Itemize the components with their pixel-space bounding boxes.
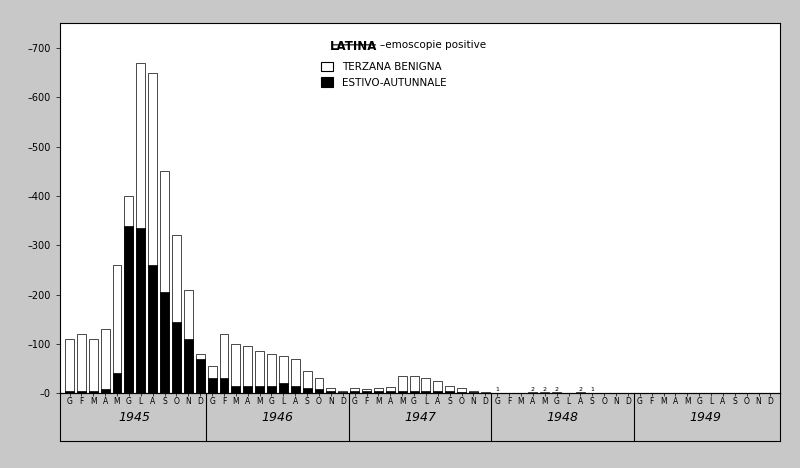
Bar [184, 290, 193, 393]
Bar [231, 386, 240, 393]
Text: LATINA: LATINA [330, 40, 378, 53]
Bar [65, 391, 74, 393]
Bar [362, 389, 371, 393]
Bar [125, 226, 134, 393]
Bar [529, 392, 538, 393]
Bar [267, 386, 276, 393]
Bar [302, 388, 311, 393]
Bar [446, 391, 454, 393]
Text: 1946: 1946 [262, 410, 294, 424]
Bar [172, 235, 181, 393]
Bar [290, 386, 300, 393]
Bar [184, 339, 193, 393]
Bar [386, 387, 394, 393]
Bar [350, 391, 359, 393]
Text: 2: 2 [578, 387, 582, 392]
Bar [398, 391, 406, 393]
Bar [279, 356, 288, 393]
Bar [374, 391, 383, 393]
Bar [89, 339, 98, 393]
Text: 2: 2 [542, 387, 546, 392]
Bar [398, 376, 406, 393]
Bar [469, 391, 478, 393]
Bar [219, 334, 229, 393]
Bar [89, 391, 98, 393]
Bar [422, 378, 430, 393]
Bar [434, 381, 442, 393]
Text: 1948: 1948 [546, 410, 578, 424]
Bar [290, 358, 300, 393]
Bar [101, 389, 110, 393]
Bar [386, 391, 394, 393]
Bar [410, 376, 418, 393]
Bar [374, 388, 383, 393]
Bar [125, 196, 134, 393]
Bar [267, 354, 276, 393]
Bar [457, 392, 466, 393]
Bar [446, 386, 454, 393]
Bar [302, 371, 311, 393]
Text: –emoscopie positive: –emoscopie positive [381, 40, 486, 50]
Bar [362, 391, 371, 393]
Bar [77, 391, 86, 393]
Bar [77, 334, 86, 393]
Text: 1949: 1949 [689, 410, 721, 424]
Bar [148, 265, 157, 393]
Bar [160, 292, 169, 393]
Bar [101, 329, 110, 393]
Bar [326, 391, 335, 393]
Bar [208, 378, 217, 393]
Bar [314, 378, 323, 393]
Text: 2: 2 [554, 387, 558, 392]
Bar [196, 354, 205, 393]
Bar [255, 351, 264, 393]
Bar [422, 391, 430, 393]
Bar [196, 358, 205, 393]
Bar [338, 391, 347, 393]
Bar [279, 383, 288, 393]
Bar [255, 386, 264, 393]
Bar [65, 339, 74, 393]
Bar [481, 392, 490, 393]
Bar [457, 388, 466, 393]
Bar [113, 265, 122, 393]
Text: 1947: 1947 [404, 410, 436, 424]
Bar [136, 63, 146, 393]
Bar [469, 392, 478, 393]
Bar [136, 228, 146, 393]
Bar [552, 392, 561, 393]
Bar [208, 366, 217, 393]
Text: 2: 2 [531, 387, 535, 392]
Text: 1: 1 [495, 387, 499, 392]
Text: 1: 1 [590, 387, 594, 392]
Bar [231, 344, 240, 393]
Legend: TERZANA BENIGNA, ESTIVO-AUTUNNALE: TERZANA BENIGNA, ESTIVO-AUTUNNALE [321, 62, 446, 88]
Bar [113, 373, 122, 393]
Bar [243, 386, 252, 393]
Bar [160, 171, 169, 393]
Bar [540, 392, 550, 393]
Bar [338, 392, 347, 393]
Bar [219, 378, 229, 393]
Bar [434, 391, 442, 393]
Bar [326, 388, 335, 393]
Bar [148, 73, 157, 393]
Bar [243, 346, 252, 393]
Text: 1945: 1945 [119, 410, 151, 424]
Bar [172, 322, 181, 393]
Bar [314, 389, 323, 393]
Bar [350, 388, 359, 393]
Bar [576, 392, 585, 393]
Bar [410, 391, 418, 393]
